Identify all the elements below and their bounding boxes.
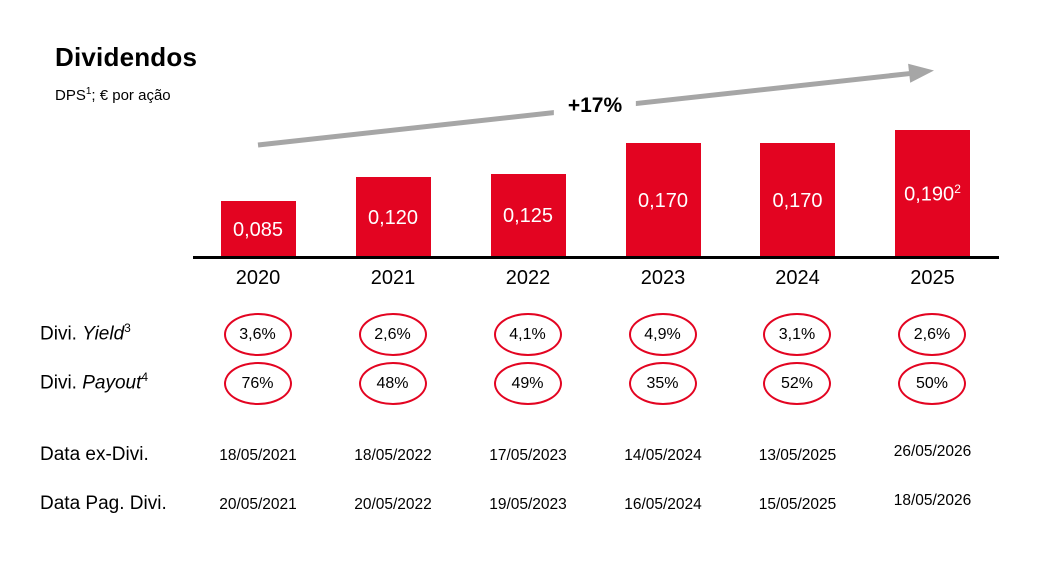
yield-value-ellipse: 2,6% <box>898 313 966 356</box>
payout-label-italic: Payout <box>82 372 142 394</box>
payment-date-value: 20/05/2022 <box>354 496 432 513</box>
payout-value-ellipse: 35% <box>628 362 697 405</box>
bar-2020: 0,085 <box>220 201 296 259</box>
payout-value-ellipse: 49% <box>493 362 562 405</box>
bar-value-label: 0,1902 <box>904 182 961 206</box>
payout-value-ellipse: 76% <box>223 362 292 405</box>
x-axis-tick-label: 2023 <box>640 267 686 289</box>
payout-value-ellipse: 52% <box>763 362 831 405</box>
payment-date-value: 15/05/2025 <box>758 496 837 513</box>
yield-label-superscript: 3 <box>124 321 131 335</box>
payout-value-ellipse: 50% <box>898 362 966 405</box>
payment-date-value: 16/05/2024 <box>624 496 702 513</box>
payout-label-superscript: 4 <box>141 370 149 384</box>
growth-annotation: +17% <box>553 93 637 119</box>
yield-value-ellipse: 2,6% <box>358 313 427 356</box>
ex-dividend-date-value: 17/05/2023 <box>489 447 567 464</box>
bar-value-label: 0,120 <box>367 206 419 229</box>
bar-2024: 0,170 <box>760 143 835 259</box>
payment-date-row-label: Data Pag. Divi. <box>40 493 167 514</box>
subtitle-prefix: DPS <box>55 87 86 104</box>
ex-dividend-date-value: 13/05/2025 <box>758 447 837 464</box>
yield-row-label: Divi. Yield3 <box>40 321 131 345</box>
x-axis-tick-label: 2025 <box>910 267 955 289</box>
ex-dividend-date-value: 14/05/2024 <box>624 447 702 464</box>
ex-dividend-date-value: 18/05/2021 <box>219 447 297 464</box>
payment-date-value: 18/05/2026 <box>893 492 972 509</box>
bar-value-label: 0,170 <box>772 189 823 212</box>
ex-dividend-date-row-label: Data ex-Divi. <box>40 444 149 465</box>
bar-2025: 0,1902 <box>895 130 970 259</box>
x-axis-tick-label: 2022 <box>505 267 551 289</box>
subtitle-superscript: 1 <box>85 86 92 97</box>
bar-2021: 0,120 <box>355 177 431 259</box>
payout-row-label: Divi. Payout4 <box>40 370 148 394</box>
bar-value-label: 0,085 <box>232 218 284 241</box>
yield-label-italic: Yield <box>82 323 125 345</box>
yield-value-ellipse: 3,6% <box>223 313 292 356</box>
x-axis-tick-label: 2020 <box>235 267 281 289</box>
yield-value-ellipse: 3,1% <box>763 313 831 356</box>
payment-date-value: 20/05/2021 <box>219 496 297 513</box>
page-title: Dividendos <box>55 42 198 72</box>
bar-value-label: 0,125 <box>502 205 554 227</box>
bar-2023: 0,170 <box>625 143 701 259</box>
subtitle-suffix: ; € por ação <box>91 87 171 104</box>
ex-dividend-date-value: 26/05/2026 <box>893 443 972 460</box>
chart-subtitle: DPS1; € por ação <box>55 86 171 104</box>
x-axis-line <box>193 256 999 259</box>
bar-value-label: 0,170 <box>637 189 689 212</box>
payout-value-ellipse: 48% <box>358 362 427 405</box>
x-axis-tick-label: 2021 <box>370 267 416 289</box>
x-axis-tick-label: 2024 <box>775 267 820 289</box>
ex-dividend-date-value: 18/05/2022 <box>354 447 432 464</box>
yield-value-ellipse: 4,9% <box>628 313 697 356</box>
payout-label-text: Divi. <box>40 372 83 394</box>
yield-value-ellipse: 4,1% <box>493 313 562 356</box>
yield-label-text: Divi. <box>40 323 83 345</box>
trend-arrow-head-icon <box>908 63 934 83</box>
bar-2022: 0,125 <box>490 174 566 259</box>
payment-date-value: 19/05/2023 <box>489 496 567 513</box>
